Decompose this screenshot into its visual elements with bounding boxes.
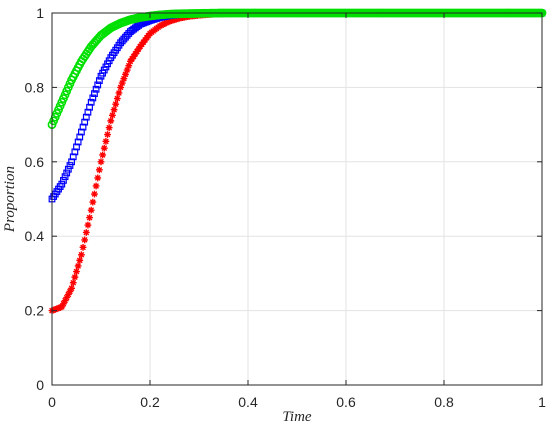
x-tick-label: 0.6 bbox=[336, 394, 356, 410]
data-point bbox=[68, 284, 75, 292]
data-point bbox=[109, 111, 116, 119]
data-point bbox=[66, 162, 74, 169]
data-point bbox=[120, 75, 128, 83]
data-point bbox=[60, 177, 67, 184]
x-tick-label: 0.2 bbox=[140, 394, 160, 410]
data-point bbox=[78, 251, 85, 259]
data-point bbox=[81, 118, 89, 126]
data-point bbox=[113, 95, 121, 102]
data-point bbox=[74, 138, 82, 146]
data-point bbox=[66, 287, 74, 295]
data-point bbox=[122, 70, 129, 78]
y-tick-label: 0.6 bbox=[25, 154, 45, 170]
data-point bbox=[69, 279, 77, 287]
data-point bbox=[92, 182, 100, 190]
data-point bbox=[91, 90, 98, 98]
x-axis-label: Time bbox=[282, 409, 312, 425]
data-point bbox=[87, 206, 95, 214]
data-point bbox=[107, 117, 115, 125]
y-tick-label: 0 bbox=[36, 377, 44, 393]
data-point bbox=[94, 174, 102, 182]
y-tick-label: 0.8 bbox=[25, 79, 45, 95]
data-point bbox=[86, 103, 93, 111]
data-point bbox=[112, 100, 120, 108]
data-point bbox=[58, 180, 66, 188]
data-point bbox=[61, 297, 69, 305]
data-point bbox=[92, 85, 100, 93]
y-tick-label: 1 bbox=[36, 5, 44, 21]
data-point bbox=[76, 133, 84, 141]
plot-frame bbox=[51, 12, 543, 386]
data-point bbox=[123, 66, 131, 74]
data-point bbox=[125, 62, 133, 70]
data-point bbox=[99, 151, 107, 159]
series-2 bbox=[47, 8, 547, 129]
data-point bbox=[64, 291, 72, 298]
tick-layer: 0 0.2 0.4 0.6 0.8 1 0 0.2 0.4 0.6 0.8 1 bbox=[25, 5, 547, 410]
data-point bbox=[74, 262, 82, 270]
data-point bbox=[79, 243, 87, 251]
data-point bbox=[81, 236, 89, 244]
data-point bbox=[82, 229, 90, 236]
data-point bbox=[87, 98, 95, 106]
data-point bbox=[105, 124, 113, 132]
data-point bbox=[79, 123, 87, 131]
x-tick-label: 0.4 bbox=[238, 394, 258, 410]
data-point bbox=[86, 214, 93, 221]
data-point bbox=[94, 81, 102, 89]
data-point bbox=[97, 158, 105, 166]
x-tick-label: 1 bbox=[538, 394, 546, 410]
data-point bbox=[61, 173, 69, 181]
data-point bbox=[71, 273, 79, 281]
y-tick-label: 0.4 bbox=[25, 228, 45, 244]
y-axis-label: Proportion bbox=[2, 166, 18, 233]
data-point bbox=[110, 106, 118, 114]
data-point bbox=[63, 294, 71, 301]
data-point bbox=[84, 221, 92, 229]
data-point bbox=[89, 198, 97, 206]
y-tick-label: 0.2 bbox=[25, 303, 45, 319]
data-point bbox=[82, 113, 90, 121]
data-point bbox=[95, 77, 103, 84]
data-point bbox=[58, 303, 66, 311]
data-point bbox=[104, 131, 111, 138]
data-point bbox=[100, 144, 108, 152]
data-point bbox=[76, 256, 84, 264]
data-point bbox=[64, 165, 72, 173]
data-point bbox=[117, 84, 124, 91]
x-tick-label: 0 bbox=[48, 394, 56, 410]
data-point bbox=[102, 137, 110, 145]
data-point bbox=[115, 89, 123, 97]
data-point bbox=[69, 153, 77, 161]
data-point bbox=[89, 94, 97, 102]
data-point bbox=[71, 148, 79, 156]
data-point bbox=[118, 79, 126, 87]
data-point bbox=[63, 169, 71, 177]
data-point bbox=[91, 190, 98, 198]
data-point bbox=[95, 166, 103, 174]
data-point bbox=[77, 128, 85, 136]
series-1 bbox=[48, 9, 546, 203]
data-point bbox=[73, 143, 80, 151]
data-point bbox=[73, 268, 80, 275]
data-point bbox=[60, 300, 67, 308]
data-point bbox=[84, 108, 92, 116]
data-point bbox=[68, 158, 76, 166]
x-tick-label: 0.8 bbox=[434, 394, 454, 410]
